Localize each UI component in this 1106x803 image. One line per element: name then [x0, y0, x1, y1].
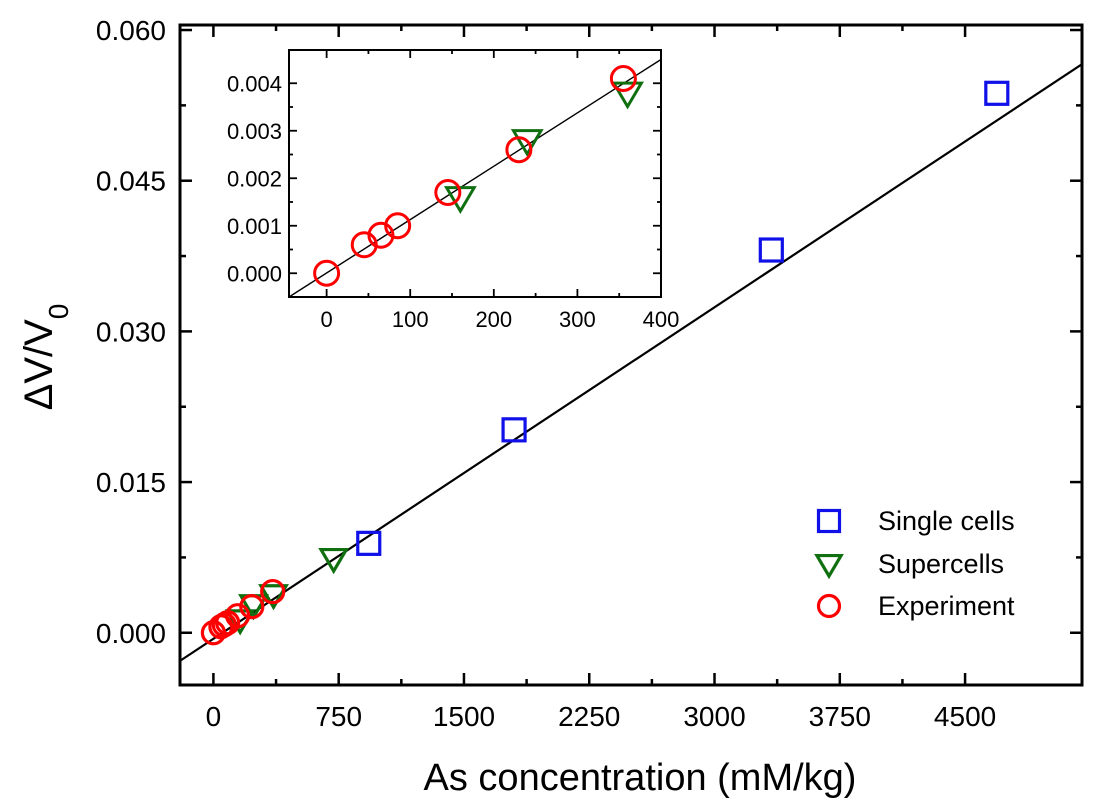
legend-label-supercells: Supercells	[878, 549, 1004, 579]
main-y-tick-label: 0.030	[96, 316, 166, 347]
main-x-tick-label: 750	[315, 701, 362, 732]
inset-x-tick-label: 100	[392, 307, 429, 332]
main-y-tick-label: 0.015	[96, 467, 166, 498]
main-x-tick-label: 0	[206, 701, 222, 732]
main-data-point-triangle-down	[318, 547, 350, 575]
inset-plot: 0 100 200 300 400 0.000 0.001 0.002 0.003 0.004	[227, 49, 680, 332]
inset-x-tick-label: 300	[559, 307, 596, 332]
main-data-point-circle	[239, 594, 265, 620]
inset-data-point-circle	[609, 65, 637, 92]
legend-marker-square	[816, 508, 842, 534]
legend: Single cells Supercells Experiment	[814, 506, 1015, 621]
inset-x-tick-label: 0	[320, 307, 332, 332]
main-data-point-circle	[260, 578, 286, 605]
main-y-tick-label: 0.000	[96, 618, 166, 649]
main-data-point-square	[356, 530, 382, 556]
inset-data-point-triangle-down	[611, 81, 644, 110]
main-data-point-square	[984, 80, 1010, 106]
main-series-single-cells	[356, 80, 1010, 556]
inset-data-point-circle	[313, 259, 341, 287]
x-axis-title: As concentration (mM/kg)	[424, 757, 857, 799]
y-axis-title: ΔV/V0	[17, 304, 74, 411]
main-fit-line	[180, 63, 1082, 662]
inset-series-experiment	[313, 65, 637, 287]
inset-data-point-circle	[505, 136, 533, 164]
inset-data-point-circle	[384, 212, 412, 240]
main-y-tick-label: 0.045	[96, 166, 166, 197]
main-x-tick-label: 2250	[558, 701, 620, 732]
inset-data-point-triangle-down	[510, 129, 544, 158]
inset-y-tick-label: 0.001	[227, 214, 282, 239]
main-x-tick-label: 4500	[934, 701, 996, 732]
main-data-point-triangle-down	[258, 584, 289, 611]
y-axis-title-main: ΔV/V	[17, 319, 61, 411]
main-x-tick-label: 1500	[433, 701, 495, 732]
inset-x-tick-label: 400	[643, 307, 680, 332]
inset-y-tick-label: 0.003	[227, 119, 282, 144]
legend-label-experiment: Experiment	[878, 591, 1015, 621]
legend-marker-circle	[816, 593, 842, 619]
inset-frame	[288, 49, 662, 298]
main-x-tick-label: 3750	[809, 701, 871, 732]
main-x-tick-label: 3000	[683, 701, 745, 732]
inset-y-tick-label: 0.002	[227, 166, 282, 191]
inset-data-point-circle	[434, 179, 462, 206]
legend-marker-triangle-down	[814, 553, 844, 580]
main-series-experiment	[200, 578, 286, 646]
inset-y-tick-label: 0.000	[227, 261, 282, 286]
y-axis-title-subscript: 0	[43, 304, 74, 320]
main-data-point-square	[501, 417, 527, 443]
inset-x-tick-label: 200	[475, 307, 512, 332]
main-y-tick-label: 0.060	[96, 15, 166, 46]
legend-label-single-cells: Single cells	[878, 506, 1015, 536]
main-data-point-square	[758, 237, 784, 263]
inset-fit-line	[289, 58, 661, 297]
inset-y-tick-label: 0.004	[227, 71, 282, 96]
